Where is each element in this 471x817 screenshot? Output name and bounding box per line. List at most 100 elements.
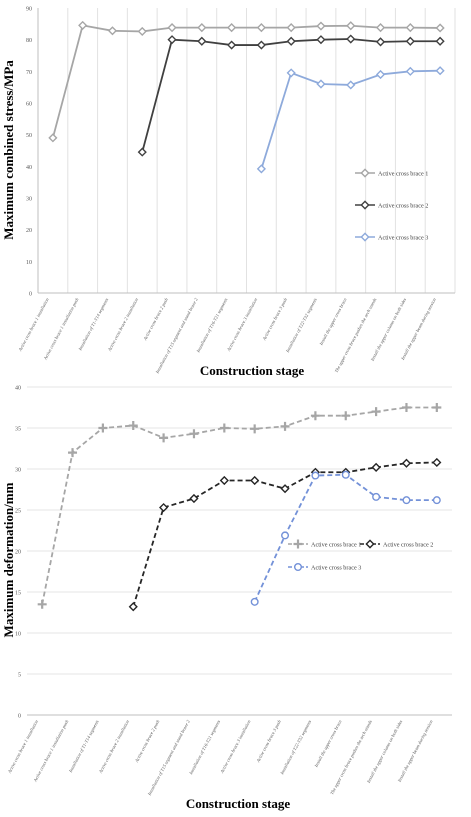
stress-y-tick-label: 60: [26, 102, 32, 108]
stress-series-3-point: [405, 66, 415, 76]
stress-series-3-point: [256, 164, 266, 174]
stress-series-1-point: [256, 23, 266, 33]
stress-series-1-point: [137, 26, 147, 37]
stress-y-tick-label: 70: [26, 70, 32, 76]
stress-series-2-point: [286, 36, 296, 46]
stress-legend-label: Active cross brace 2: [378, 203, 428, 210]
deformation-legend-label: Active cross brace 1: [311, 542, 361, 549]
deformation-x-tick-label: Active cross brace 2 installation: [97, 719, 130, 775]
stress-series-2-point: [197, 36, 207, 46]
stress-series-1-point: [197, 23, 207, 33]
deformation-x-tick-label: Installation of T1-T14 segments: [67, 719, 99, 774]
stress-series-3-point: [435, 66, 445, 76]
stress-chart-y-axis-label: Maximum combined stress/MPa: [1, 60, 16, 240]
deformation-series-2-point: [128, 602, 138, 612]
deformation-series-1-point: [341, 411, 351, 421]
stress-series-2-point: [316, 35, 326, 45]
deformation-x-tick-label: Active cross brace 2 push: [134, 719, 161, 764]
deformation-series-1-point: [371, 407, 381, 417]
deformation-series-1-point: [37, 599, 47, 609]
deformation-y-tick-label: 25: [15, 509, 21, 515]
deformation-series-3-line: [253, 473, 437, 603]
stress-series-2-point: [346, 34, 356, 44]
stress-series-3-point: [346, 80, 356, 90]
stress-series-3-point: [375, 69, 386, 80]
stress-series-1-point: [167, 23, 177, 33]
stress-y-tick-label: 0: [29, 292, 32, 298]
stress-series-3-point: [316, 79, 326, 89]
stress-y-tick-label: 30: [26, 197, 32, 203]
deformation-series-3-point: [250, 597, 259, 606]
deformation-series-2-point: [159, 502, 169, 513]
stress-series-1-point: [346, 21, 356, 31]
stress-series-1-point: [48, 133, 58, 143]
stress-series-1-point: [316, 21, 326, 31]
deformation-series-2-point: [250, 475, 260, 486]
stress-x-tick-label: Active cross brace 2 installation: [106, 297, 139, 353]
stress-chart: Maximum combined stress/MPa Construction…: [1, 7, 456, 378]
deformation-x-tick-label: Install the upper cross brace: [313, 719, 343, 769]
stress-y-tick-label: 80: [26, 38, 32, 44]
deformation-series-1-point: [68, 448, 78, 458]
deformation-legend-label: Active cross brace 3: [311, 565, 361, 572]
deformation-chart: Maximum deformation/mm Construction stag…: [1, 386, 452, 811]
stress-x-tick-label: Installation of T22-T32 segments: [284, 297, 318, 354]
stress-series-1-point: [78, 20, 88, 31]
stress-series-2-point: [375, 37, 386, 47]
stress-y-tick-label: 40: [26, 165, 32, 171]
stress-y-tick-label: 10: [26, 260, 32, 266]
deformation-series-3-point: [402, 496, 411, 505]
stress-y-tick-label: 50: [26, 133, 32, 139]
deformation-x-tick-label: Active cross brace 1 installation: [6, 719, 39, 775]
stress-series-2-point: [256, 40, 266, 50]
deformation-series-1-point: [401, 403, 411, 412]
deformation-y-tick-label: 15: [15, 591, 21, 597]
stress-series-1-point: [405, 23, 415, 33]
stress-series-1-point: [375, 23, 386, 33]
stress-legend-marker: [360, 232, 370, 242]
stress-x-tick-label: Active cross brace 1 installation push: [42, 297, 80, 362]
deformation-series-2-point: [189, 493, 199, 504]
deformation-series-2-point: [401, 458, 412, 468]
deformation-series-2-point: [280, 484, 290, 494]
deformation-series-1-point: [98, 423, 108, 433]
deformation-y-tick-label: 10: [15, 632, 21, 638]
deformation-legend-marker: [365, 539, 375, 549]
deformation-x-tick-label: Installation of T22-T32 segments: [279, 719, 313, 776]
deformation-series-2-point: [371, 462, 381, 472]
stress-series-1-point: [227, 23, 237, 33]
stress-x-tick-label: Active cross brace 1 installation: [17, 297, 50, 353]
deformation-y-tick-label: 5: [18, 673, 21, 679]
stress-series-2-point: [435, 36, 445, 46]
stress-legend-label: Active cross brace 1: [378, 171, 428, 178]
deformation-series-1-point: [432, 403, 442, 412]
deformation-series-1-point: [280, 421, 290, 431]
stress-x-tick-label: Active cross brace 3 push: [261, 297, 288, 342]
stress-x-tick-label: Installation of T16-T21 segments: [195, 297, 229, 354]
stress-x-tick-label: Install the upper beam during tension: [400, 297, 438, 362]
stress-series-1-line: [52, 24, 441, 139]
deformation-x-tick-label: Installation of T16-T21 segments: [188, 719, 222, 776]
deformation-series-1-point: [189, 429, 199, 439]
deformation-chart-x-axis-label: Construction stage: [186, 796, 291, 811]
deformation-series-3-point: [281, 531, 290, 540]
deformation-x-tick-label: Install the upper beam during tension: [396, 719, 434, 784]
stress-legend-marker: [360, 200, 370, 210]
deformation-legend-label: Active cross brace 2: [383, 542, 433, 549]
stress-series-2-point: [405, 36, 415, 46]
deformation-x-tick-label: Active cross brace 3 installation: [219, 719, 252, 775]
stress-legend-marker: [360, 168, 370, 178]
stress-y-tick-label: 90: [26, 7, 32, 13]
deformation-x-tick-label: Install the upper column on both sides: [365, 719, 403, 785]
deformation-series-2-point: [219, 475, 229, 486]
deformation-x-tick-label: Active cross brace 1 installation push: [32, 719, 70, 784]
stress-y-tick-label: 20: [26, 228, 32, 234]
deformation-series-1-point: [219, 423, 229, 433]
deformation-series-1-point: [128, 421, 138, 431]
stress-series-2-point: [137, 147, 147, 157]
stress-series-1-point: [435, 23, 445, 33]
stress-x-tick-label: Install the upper column on both sides: [369, 297, 407, 363]
deformation-series-3-point: [311, 471, 320, 480]
deformation-legend-marker: [293, 539, 303, 549]
